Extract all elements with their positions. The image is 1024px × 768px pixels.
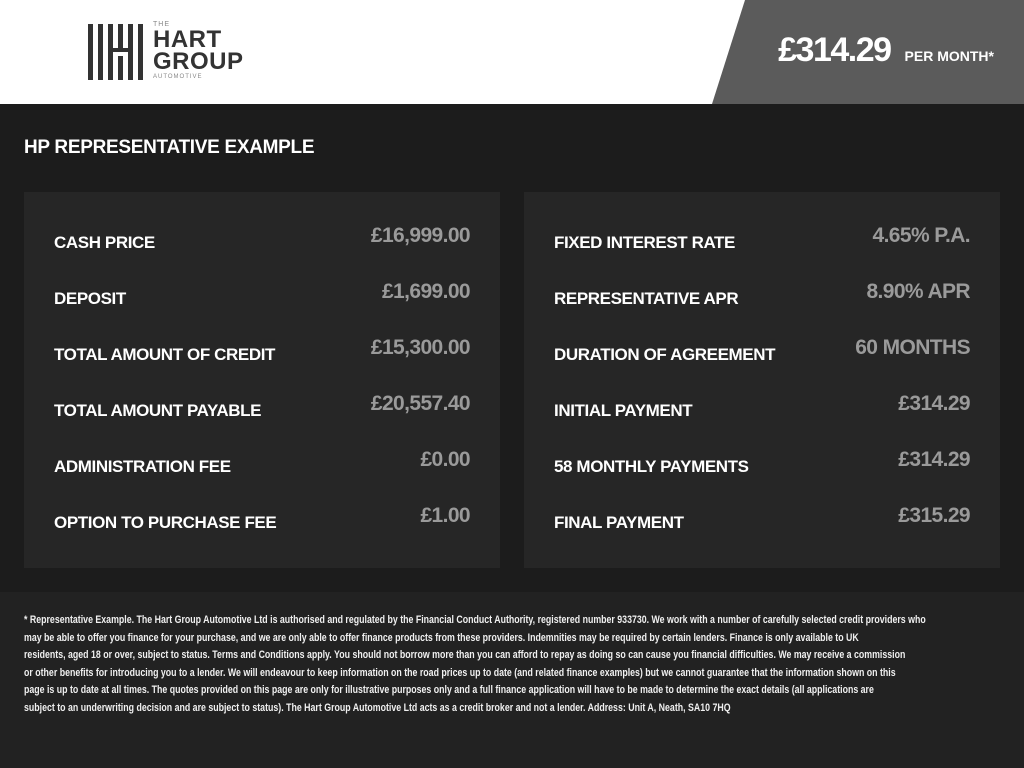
row-label: DEPOSIT — [54, 289, 126, 308]
logo-hart: HART — [153, 26, 222, 53]
monthly-price: £314.29 — [778, 31, 892, 69]
hart-group-logo-icon — [88, 24, 143, 80]
price-group: £314.29 PER MONTH* — [778, 30, 994, 70]
row-value: £314.29 — [898, 448, 970, 471]
finance-row: OPTION TO PURCHASE FEE £1.00 — [54, 502, 471, 536]
disclaimer-footer: * Representative Example. The Hart Group… — [0, 592, 1024, 768]
row-label: DURATION OF AGREEMENT — [554, 345, 776, 364]
finance-row: REPRESENTATIVE APR 8.90% APR — [554, 278, 971, 312]
logo-automotive: AUTOMOTIVE — [153, 74, 203, 80]
disclaimer-line: subject to an underwriting decision and … — [24, 701, 731, 714]
row-label: INITIAL PAYMENT — [554, 401, 693, 420]
row-value: £315.29 — [898, 504, 970, 527]
row-value: 4.65% P.A. — [872, 224, 970, 247]
per-month-label: PER MONTH* — [904, 48, 994, 64]
finance-row: TOTAL AMOUNT PAYABLE £20,557.40 — [54, 390, 471, 424]
disclaimer-line: page is up to date at all times. The quo… — [24, 684, 874, 696]
row-value: 60 MONTHS — [855, 336, 970, 359]
logo-group: GROUP — [153, 48, 244, 75]
section-title: HP REPRESENTATIVE EXAMPLE — [24, 137, 315, 158]
row-value: £1.00 — [420, 504, 470, 527]
row-label: FINAL PAYMENT — [554, 513, 684, 532]
finance-row: 58 MONTHLY PAYMENTS £314.29 — [554, 446, 971, 480]
right-finance-panel: FIXED INTEREST RATE 4.65% P.A. REPRESENTAT… — [524, 192, 1000, 568]
row-label: OPTION TO PURCHASE FEE — [54, 513, 277, 532]
finance-row: FIXED INTEREST RATE 4.65% P.A. — [554, 222, 971, 256]
row-value: £314.29 — [898, 392, 970, 415]
finance-row: FINAL PAYMENT £315.29 — [554, 502, 971, 536]
row-value: £1,699.00 — [381, 280, 471, 303]
price-banner — [712, 0, 1024, 104]
finance-row: CASH PRICE £16,999.00 — [54, 222, 471, 256]
finance-row: ADMINISTRATION FEE £0.00 — [54, 446, 471, 480]
row-value: £20,557.40 — [370, 392, 471, 415]
finance-row: TOTAL AMOUNT OF CREDIT £15,300.00 — [54, 334, 471, 368]
row-label: REPRESENTATIVE APR — [554, 289, 739, 308]
left-finance-panel: CASH PRICE £16,999.00 DEPOSIT £1,699.00 TOTA… — [24, 192, 500, 568]
row-value: £15,300.00 — [370, 336, 471, 359]
finance-row: DURATION OF AGREEMENT 60 MONTHS — [554, 334, 971, 368]
row-value: £0.00 — [420, 448, 470, 471]
disclaimer-line: * Representative Example. The Hart Group… — [24, 614, 926, 626]
row-label: FIXED INTEREST RATE — [554, 233, 735, 252]
disclaimer-line: or other benefits for introducing you to… — [24, 666, 896, 679]
logo-the: THE — [153, 21, 170, 28]
header: THE HART GROUP AUTOMOTIVE £314.29 PER MO… — [0, 0, 1024, 104]
finance-row: INITIAL PAYMENT £314.29 — [554, 390, 971, 424]
row-label: ADMINISTRATION FEE — [54, 457, 231, 476]
logo-text: THE HART GROUP AUTOMOTIVE — [153, 20, 244, 81]
row-label: 58 MONTHLY PAYMENTS — [554, 457, 749, 476]
finance-row: DEPOSIT £1,699.00 — [54, 278, 471, 312]
disclaimer-line: residents, aged 18 or over, subject to s… — [24, 649, 906, 661]
row-value: 8.90% APR — [866, 280, 970, 303]
row-label: TOTAL AMOUNT PAYABLE — [54, 401, 262, 420]
row-label: CASH PRICE — [54, 233, 155, 252]
row-label: TOTAL AMOUNT OF CREDIT — [54, 345, 275, 364]
disclaimer-line: may be able to offer you finance for you… — [24, 631, 859, 644]
row-value: £16,999.00 — [370, 224, 471, 247]
